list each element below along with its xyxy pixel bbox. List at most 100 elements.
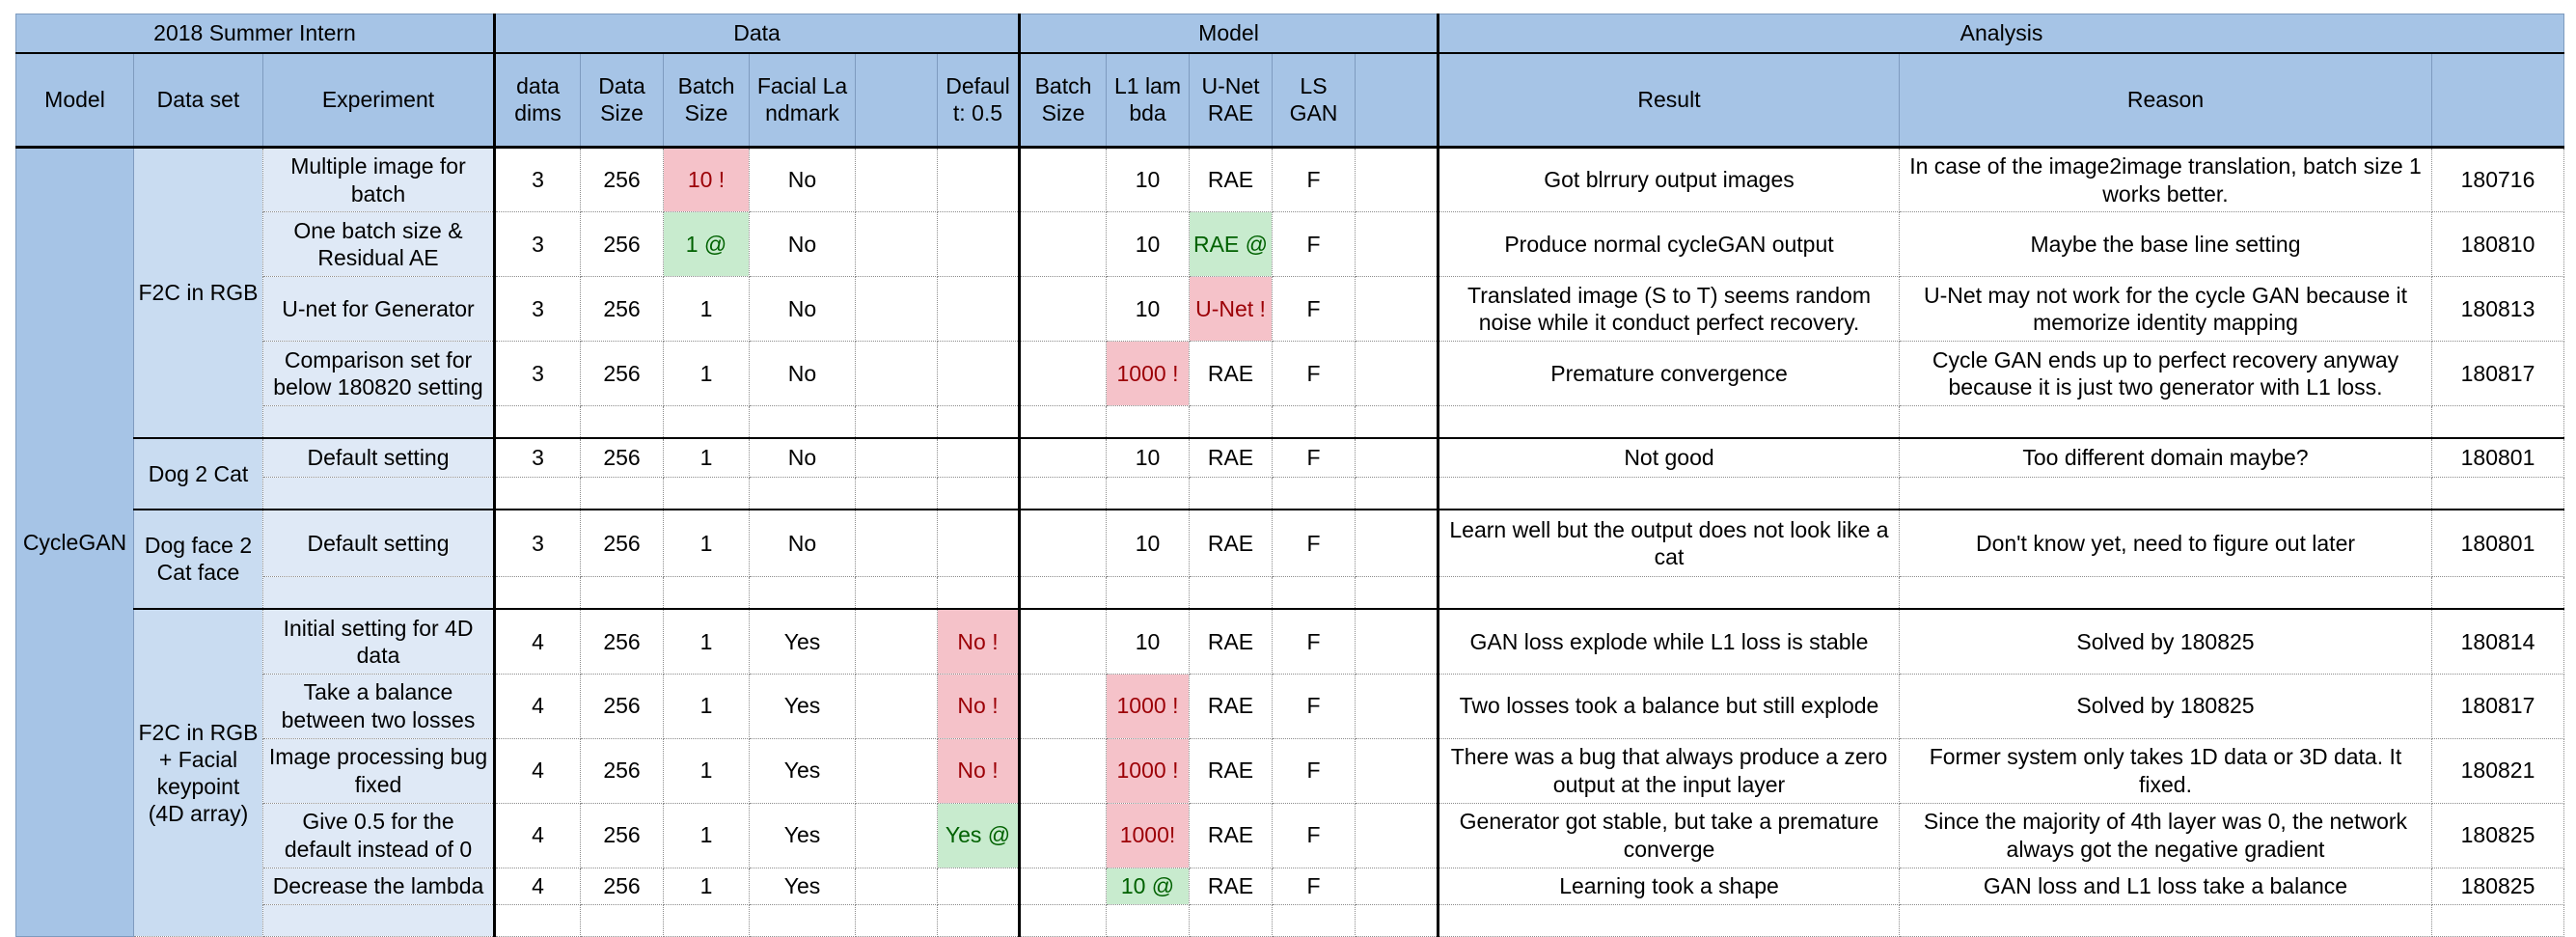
empty-cell[interactable] xyxy=(855,147,938,212)
lsgan-cell[interactable]: F xyxy=(1272,341,1356,406)
header-blank-2[interactable] xyxy=(1355,52,1439,149)
default-cell[interactable] xyxy=(937,211,1020,277)
model-batch-cell[interactable] xyxy=(1018,437,1107,478)
empty-cell[interactable] xyxy=(855,405,938,439)
landmark-cell[interactable]: No xyxy=(749,276,856,342)
empty-cell[interactable] xyxy=(663,405,750,439)
experiment-cell[interactable]: Take a balance between two losses xyxy=(262,673,495,739)
empty-cell[interactable] xyxy=(855,211,938,277)
empty-cell[interactable] xyxy=(1018,903,1107,937)
lsgan-cell[interactable]: F xyxy=(1272,437,1356,478)
data-size-cell[interactable]: 256 xyxy=(580,341,664,406)
empty-cell[interactable] xyxy=(1272,405,1356,439)
date-cell[interactable]: 180817 xyxy=(2431,341,2564,406)
unet-cell[interactable]: RAE xyxy=(1189,608,1273,675)
date-cell[interactable]: 180817 xyxy=(2431,673,2564,739)
empty-cell[interactable] xyxy=(855,673,938,739)
empty-cell[interactable] xyxy=(1355,147,1439,212)
lsgan-cell[interactable]: F xyxy=(1272,276,1356,342)
empty-cell[interactable] xyxy=(1272,476,1356,510)
empty-cell[interactable] xyxy=(663,903,750,937)
empty-cell[interactable] xyxy=(1189,476,1273,510)
empty-cell[interactable] xyxy=(1355,508,1439,577)
lsgan-cell[interactable]: F xyxy=(1272,211,1356,277)
data-dims-cell[interactable]: 3 xyxy=(493,437,581,478)
data-size-cell[interactable]: 256 xyxy=(580,737,664,804)
empty-cell[interactable] xyxy=(855,903,938,937)
data-dims-cell[interactable]: 4 xyxy=(493,673,581,739)
model-cell[interactable]: CycleGAN xyxy=(15,147,134,937)
model-batch-cell[interactable] xyxy=(1018,276,1107,342)
empty-cell[interactable] xyxy=(749,405,856,439)
empty-cell[interactable] xyxy=(1355,576,1439,610)
date-cell[interactable]: 180801 xyxy=(2431,437,2564,478)
batch-size-cell[interactable]: 10 ! xyxy=(663,147,750,212)
date-cell[interactable]: 180825 xyxy=(2431,802,2564,868)
date-cell[interactable]: 180813 xyxy=(2431,276,2564,342)
result-cell[interactable]: Got blrrury output images xyxy=(1437,147,1900,212)
empty-cell[interactable] xyxy=(1899,903,2432,937)
empty-cell[interactable] xyxy=(749,476,856,510)
empty-cell[interactable] xyxy=(937,576,1020,610)
empty-cell[interactable] xyxy=(1355,276,1439,342)
reason-cell[interactable]: Solved by 180825 xyxy=(1899,608,2432,675)
reason-cell[interactable]: U-Net may not work for the cycle GAN bec… xyxy=(1899,276,2432,342)
data-dims-cell[interactable]: 4 xyxy=(493,802,581,868)
empty-cell[interactable] xyxy=(1355,437,1439,478)
default-cell[interactable] xyxy=(937,276,1020,342)
empty-cell[interactable] xyxy=(1355,405,1439,439)
landmark-cell[interactable]: No xyxy=(749,211,856,277)
lsgan-cell[interactable]: F xyxy=(1272,867,1356,905)
empty-cell[interactable] xyxy=(2431,576,2564,610)
default-cell[interactable] xyxy=(937,437,1020,478)
result-cell[interactable]: Translated image (S to T) seems random n… xyxy=(1437,276,1900,342)
header-blank-3[interactable] xyxy=(2431,52,2564,149)
empty-cell[interactable] xyxy=(1106,476,1190,510)
experiment-cell[interactable]: U-net for Generator xyxy=(262,276,495,342)
group-data[interactable]: Data xyxy=(493,14,1020,54)
unet-cell[interactable]: RAE xyxy=(1189,673,1273,739)
experiment-cell[interactable]: Give 0.5 for the default instead of 0 xyxy=(262,802,495,868)
experiment-cell[interactable]: Default setting xyxy=(262,437,495,478)
model-batch-cell[interactable] xyxy=(1018,673,1107,739)
batch-size-cell[interactable]: 1 xyxy=(663,737,750,804)
model-batch-cell[interactable] xyxy=(1018,867,1107,905)
dataset-cell-f2c-keypoint[interactable]: F2C in RGB + Facial keypoint (4D array) xyxy=(133,608,263,937)
data-dims-cell[interactable]: 4 xyxy=(493,737,581,804)
empty-cell[interactable] xyxy=(580,476,664,510)
data-size-cell[interactable]: 256 xyxy=(580,608,664,675)
date-cell[interactable]: 180825 xyxy=(2431,867,2564,905)
empty-cell[interactable] xyxy=(855,737,938,804)
empty-cell[interactable] xyxy=(580,903,664,937)
experiment-cell[interactable]: Image processing bug fixed xyxy=(262,737,495,804)
experiment-cell[interactable]: Multiple image for batch xyxy=(262,147,495,212)
empty-cell[interactable] xyxy=(937,903,1020,937)
result-cell[interactable]: Learning took a shape xyxy=(1437,867,1900,905)
empty-cell[interactable] xyxy=(1018,576,1107,610)
unet-cell[interactable]: RAE xyxy=(1189,508,1273,577)
empty-cell[interactable] xyxy=(493,576,581,610)
experiment-cell[interactable] xyxy=(262,903,495,937)
data-size-cell[interactable]: 256 xyxy=(580,508,664,577)
empty-cell[interactable] xyxy=(855,802,938,868)
experiment-cell[interactable] xyxy=(262,476,495,510)
landmark-cell[interactable]: Yes xyxy=(749,867,856,905)
lambda-cell[interactable]: 10 xyxy=(1106,437,1190,478)
header-default[interactable]: Default: 0.5 xyxy=(937,52,1020,149)
data-size-cell[interactable]: 256 xyxy=(580,802,664,868)
reason-cell[interactable]: GAN loss and L1 loss take a balance xyxy=(1899,867,2432,905)
result-cell[interactable]: Learn well but the output does not look … xyxy=(1437,508,1900,577)
landmark-cell[interactable]: No xyxy=(749,341,856,406)
data-dims-cell[interactable]: 4 xyxy=(493,867,581,905)
data-size-cell[interactable]: 256 xyxy=(580,867,664,905)
empty-cell[interactable] xyxy=(1437,476,1900,510)
landmark-cell[interactable]: No xyxy=(749,437,856,478)
data-size-cell[interactable]: 256 xyxy=(580,211,664,277)
default-cell[interactable] xyxy=(937,147,1020,212)
empty-cell[interactable] xyxy=(2431,405,2564,439)
data-dims-cell[interactable]: 3 xyxy=(493,508,581,577)
empty-cell[interactable] xyxy=(1355,341,1439,406)
default-cell[interactable] xyxy=(937,341,1020,406)
empty-cell[interactable] xyxy=(493,903,581,937)
header-blank-1[interactable] xyxy=(855,52,938,149)
